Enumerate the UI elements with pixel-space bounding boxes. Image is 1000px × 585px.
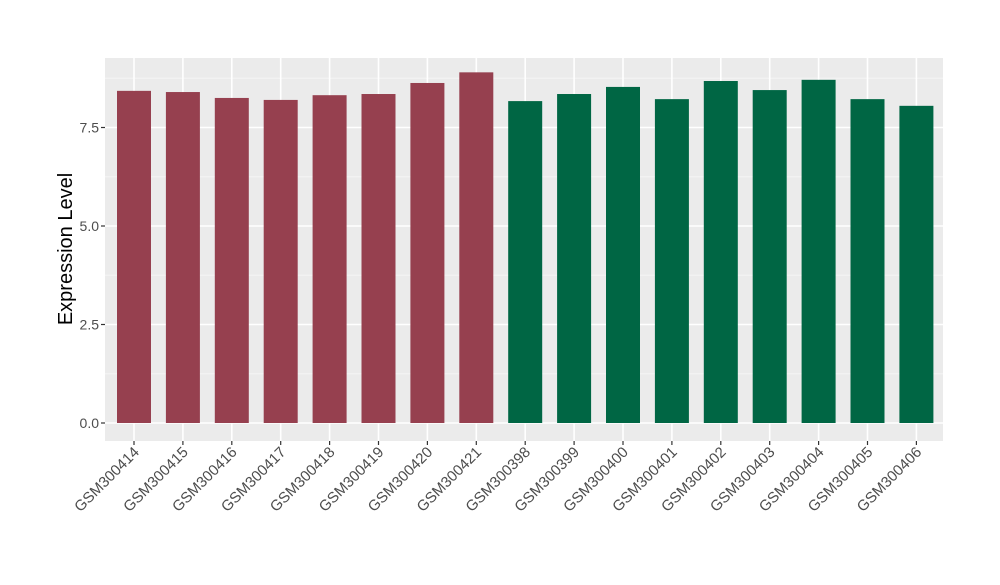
bar-GSM300419 [361,94,396,423]
bar-GSM300398 [508,101,543,424]
bar-GSM300420 [410,82,445,423]
y-axis-label: Expression Level [55,173,77,325]
bar-GSM300416 [214,97,249,423]
y-tick-label: 0.0 [80,415,100,431]
bar-GSM300415 [165,92,200,423]
bar-GSM300404 [801,79,836,424]
bar-GSM300399 [557,94,592,423]
bar-GSM300403 [752,90,787,423]
bar-GSM300405 [850,99,885,423]
bar-GSM300406 [899,105,934,423]
bar-GSM300417 [263,99,298,424]
y-axis: 0.0 2.5 5.0 7.5 [80,120,105,431]
x-axis: GSM300414GSM300415GSM300416GSM300417GSM3… [71,441,925,515]
bars [117,72,934,424]
bar-GSM300401 [654,99,689,423]
y-tick-label: 2.5 [80,317,100,333]
y-tick-label: 7.5 [80,120,100,136]
bar-GSM300414 [117,90,151,423]
bar-GSM300400 [606,86,640,423]
y-tick-label: 5.0 [80,218,100,234]
bar-GSM300421 [459,72,494,423]
bar-GSM300418 [312,95,347,423]
bar-GSM300402 [703,81,738,424]
